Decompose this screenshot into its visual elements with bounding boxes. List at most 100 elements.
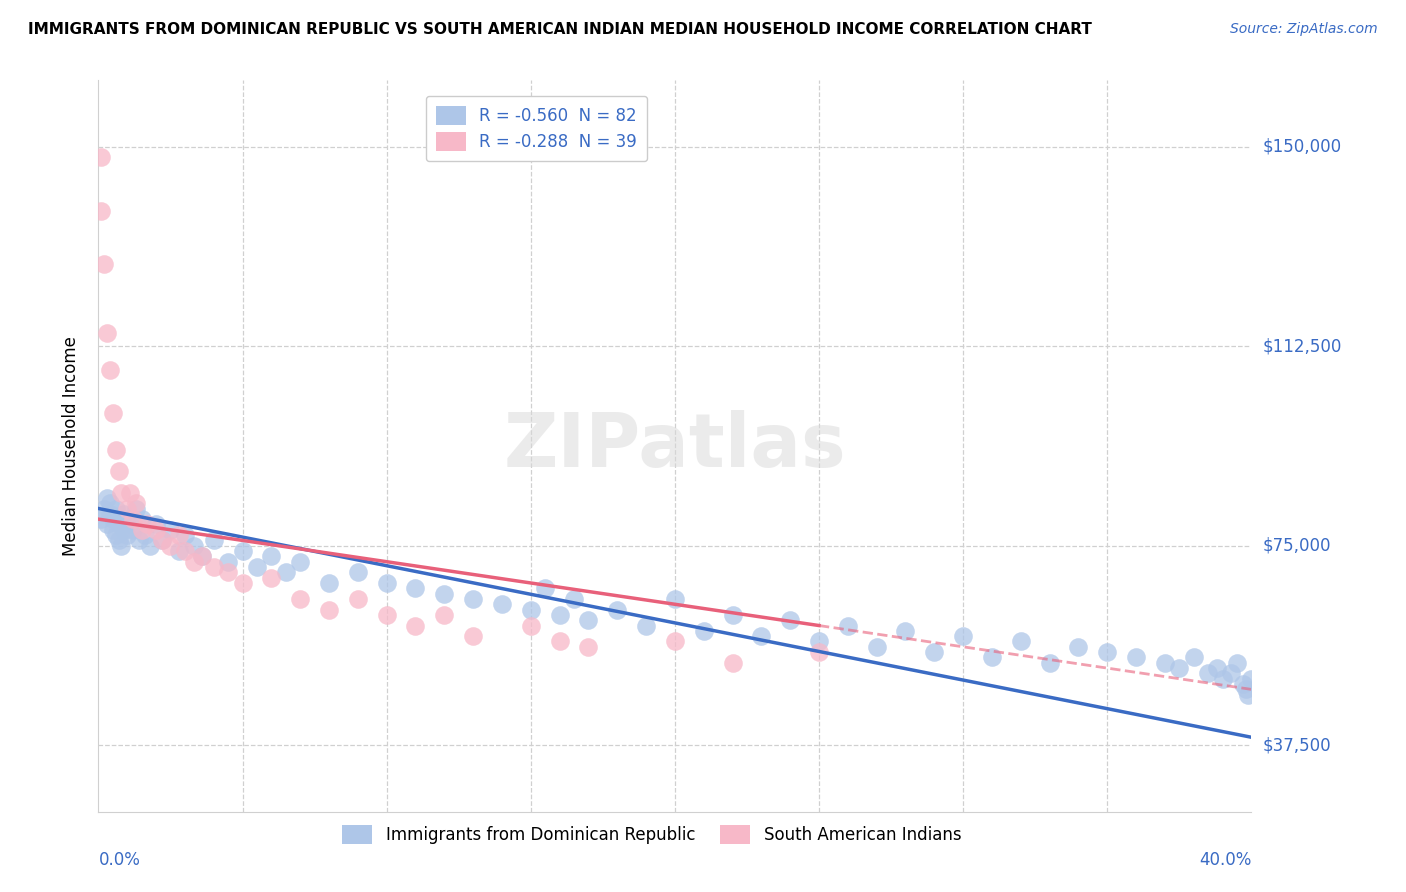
Point: [101, 406, 124, 420]
Point: [98, 496, 121, 510]
Point: [405, 618, 427, 632]
Point: [433, 586, 456, 600]
Point: [1197, 666, 1219, 681]
Point: [202, 533, 225, 548]
Point: [183, 555, 205, 569]
Point: [318, 602, 340, 616]
Point: [183, 539, 205, 553]
Point: [202, 560, 225, 574]
Point: [664, 634, 686, 648]
Point: [433, 607, 456, 622]
Point: [125, 501, 148, 516]
Point: [98, 507, 121, 521]
Point: [231, 544, 254, 558]
Point: [318, 576, 340, 591]
Point: [375, 607, 398, 622]
Point: [93, 257, 115, 271]
Point: [290, 591, 312, 606]
Point: [159, 539, 181, 553]
Text: $112,500: $112,500: [1263, 337, 1341, 355]
Point: [461, 591, 484, 606]
Point: [104, 501, 127, 516]
Point: [693, 624, 716, 638]
Point: [107, 533, 129, 548]
Point: [191, 549, 214, 564]
Point: [274, 566, 297, 580]
Point: [131, 512, 153, 526]
Point: [779, 613, 801, 627]
Point: [159, 523, 181, 537]
Point: [751, 629, 773, 643]
Point: [150, 533, 173, 548]
Point: [191, 549, 214, 564]
Point: [866, 640, 889, 654]
Point: [104, 442, 127, 457]
Point: [1154, 656, 1177, 670]
Point: [405, 582, 427, 596]
Point: [98, 363, 121, 377]
Point: [952, 629, 974, 643]
Point: [117, 528, 139, 542]
Text: ZIPatlas: ZIPatlas: [503, 409, 846, 483]
Point: [578, 640, 600, 654]
Point: [1232, 677, 1254, 691]
Point: [131, 523, 153, 537]
Text: $37,500: $37,500: [1263, 736, 1331, 755]
Point: [1039, 656, 1062, 670]
Point: [1097, 645, 1119, 659]
Point: [101, 523, 124, 537]
Point: [117, 501, 139, 516]
Point: [664, 591, 686, 606]
Point: [139, 539, 162, 553]
Point: [1226, 656, 1249, 670]
Point: [246, 560, 269, 574]
Legend: Immigrants from Dominican Republic, South American Indians: Immigrants from Dominican Republic, Sout…: [336, 818, 967, 851]
Point: [534, 582, 557, 596]
Point: [1212, 672, 1234, 686]
Point: [112, 507, 135, 521]
Point: [894, 624, 917, 638]
Point: [167, 544, 190, 558]
Point: [260, 571, 283, 585]
Text: $150,000: $150,000: [1263, 137, 1341, 156]
Point: [1240, 672, 1263, 686]
Text: $75,000: $75,000: [1263, 537, 1331, 555]
Point: [346, 566, 368, 580]
Point: [721, 607, 744, 622]
Point: [1205, 661, 1227, 675]
Point: [90, 203, 112, 218]
Point: [1182, 650, 1205, 665]
Point: [1067, 640, 1090, 654]
Text: 0.0%: 0.0%: [98, 851, 141, 869]
Point: [101, 512, 124, 526]
Point: [290, 555, 312, 569]
Point: [110, 512, 132, 526]
Point: [110, 485, 132, 500]
Point: [145, 523, 167, 537]
Point: [491, 597, 513, 611]
Point: [174, 528, 197, 542]
Point: [217, 566, 239, 580]
Point: [548, 634, 571, 648]
Point: [981, 650, 1004, 665]
Point: [136, 517, 159, 532]
Point: [96, 517, 118, 532]
Point: [636, 618, 658, 632]
Point: [145, 517, 167, 532]
Point: [461, 629, 484, 643]
Point: [107, 517, 129, 532]
Point: [721, 656, 744, 670]
Text: Source: ZipAtlas.com: Source: ZipAtlas.com: [1230, 22, 1378, 37]
Point: [1234, 682, 1257, 697]
Point: [122, 512, 145, 526]
Point: [1220, 666, 1243, 681]
Point: [1237, 688, 1260, 702]
Point: [90, 512, 112, 526]
Point: [150, 533, 173, 548]
Point: [231, 576, 254, 591]
Point: [120, 485, 142, 500]
Point: [120, 517, 142, 532]
Point: [375, 576, 398, 591]
Point: [112, 523, 135, 537]
Point: [104, 528, 127, 542]
